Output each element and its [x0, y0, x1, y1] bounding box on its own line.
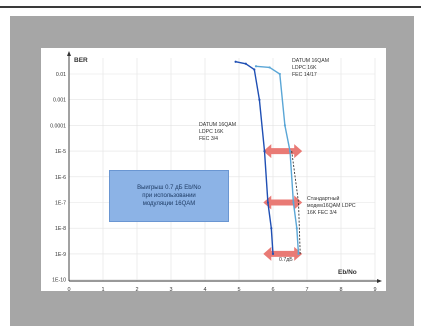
y-axis-arrowhead [67, 51, 71, 56]
annot-fec-3-4-line-2: FEC 3/4 [199, 136, 218, 142]
y-tick-1: 0.001 [53, 98, 66, 104]
series-1-point-1 [268, 66, 271, 69]
series-0-point-0 [234, 60, 237, 63]
annot-standard-line-0: Стандартный [307, 195, 339, 202]
x-tick-0: 0 [67, 287, 70, 293]
y-axis-label: BER [74, 57, 88, 64]
axes [67, 51, 382, 283]
annot-standard-line-2: 16K FEC 3/4 [307, 210, 337, 216]
series-line-0 [235, 61, 274, 254]
annot-gap-label: 0.7дБ [279, 257, 293, 263]
x-tick-5: 5 [237, 287, 240, 293]
y-tick-5: 1E-7 [55, 201, 66, 207]
series-0-point-5 [266, 201, 269, 204]
annot-fec-3-4-line-1: LDPC 16K [199, 129, 224, 135]
series-1-point-4 [288, 150, 292, 153]
series-1-point-0 [254, 65, 258, 68]
gain-arrow-1 [263, 195, 303, 210]
x-axis-label: Eb/No [338, 269, 357, 276]
gain-arrows [263, 144, 303, 261]
series-lines [234, 60, 301, 255]
series-0-point-2 [253, 68, 256, 71]
series-0-point-6 [270, 227, 273, 230]
gain-arrow-0 [263, 144, 303, 159]
y-tick-7: 1E-9 [55, 252, 66, 258]
series-line-1 [255, 65, 300, 254]
annot-fec-14-17-line-1: LDPC 16K [292, 65, 317, 71]
y-tick-6: 1E-8 [55, 226, 66, 232]
series-1-point-2 [278, 72, 281, 76]
y-tick-2: 0.0001 [50, 123, 66, 129]
x-tick-9: 9 [373, 287, 376, 293]
x-tick-2: 2 [135, 287, 138, 293]
series-line-2 [291, 151, 301, 254]
x-tick-4: 4 [203, 287, 206, 293]
series-1-point-5 [292, 201, 295, 204]
series-0-point-3 [258, 98, 261, 101]
annot-standard-line-1: модем16QAM LDPC [307, 203, 356, 209]
series-1-point-7 [297, 252, 300, 255]
x-tick-3: 3 [169, 287, 172, 293]
series-1-point-3 [283, 124, 286, 127]
y-tick-4: 1E-6 [55, 175, 66, 181]
series-0-point-7 [271, 252, 275, 255]
top-rule [0, 6, 421, 8]
series-0-point-1 [244, 62, 247, 65]
tick-labels: 0 1 2 3 4 5 6 7 8 9 0.01 0.001 0.0001 1E-5 1E-6 1E-7 1E-… [50, 72, 376, 293]
x-tick-7: 7 [305, 287, 308, 293]
plot-card [41, 48, 386, 291]
annot-fec-14-17-line-0: DATUM 16QAM [292, 58, 329, 64]
y-tick-3: 1E-5 [55, 149, 66, 155]
x-axis-arrowhead [377, 279, 382, 283]
x-tick-1: 1 [101, 287, 104, 293]
series-1-point-6 [295, 227, 298, 230]
x-tick-8: 8 [339, 287, 342, 293]
gain-callout-box: Выигрыш 0.7 дБ Eb/No при использовании м… [109, 170, 229, 222]
x-tick-6: 6 [271, 287, 274, 293]
y-tick-8: 1E-10 [52, 278, 66, 284]
annot-fec-14-17-line-2: FEC 14/17 [292, 72, 317, 78]
series-0-point-4 [263, 150, 266, 153]
y-tick-0: 0.01 [56, 72, 66, 78]
gain-arrow-2 [263, 246, 303, 261]
annot-fec-3-4-line-0: DATUM 16QAM [199, 122, 236, 128]
